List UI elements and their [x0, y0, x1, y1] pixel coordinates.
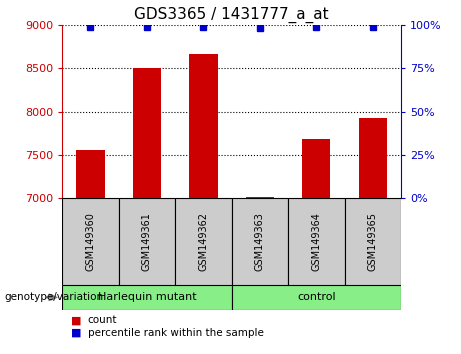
Text: percentile rank within the sample: percentile rank within the sample: [88, 328, 264, 338]
Bar: [118, 198, 175, 285]
Bar: [231, 285, 401, 310]
Bar: [302, 139, 331, 198]
Bar: [288, 198, 344, 285]
Bar: [62, 285, 231, 310]
Bar: [189, 54, 218, 198]
Text: control: control: [297, 292, 336, 302]
Text: GSM149362: GSM149362: [198, 212, 208, 271]
Bar: [77, 150, 105, 198]
Bar: [359, 119, 387, 198]
Bar: [175, 198, 231, 285]
Bar: [133, 68, 161, 198]
Text: GSM149360: GSM149360: [85, 212, 95, 271]
Text: ■: ■: [71, 328, 82, 338]
Text: GSM149365: GSM149365: [368, 212, 378, 271]
Bar: [246, 196, 274, 198]
Title: GDS3365 / 1431777_a_at: GDS3365 / 1431777_a_at: [134, 7, 329, 23]
Bar: [344, 198, 401, 285]
Bar: [62, 198, 118, 285]
Text: ■: ■: [71, 315, 82, 325]
Bar: [231, 198, 288, 285]
Text: GSM149363: GSM149363: [255, 212, 265, 271]
Text: count: count: [88, 315, 117, 325]
Text: GSM149364: GSM149364: [311, 212, 321, 271]
Text: GSM149361: GSM149361: [142, 212, 152, 271]
Text: Harlequin mutant: Harlequin mutant: [98, 292, 196, 302]
Text: genotype/variation: genotype/variation: [5, 292, 104, 302]
